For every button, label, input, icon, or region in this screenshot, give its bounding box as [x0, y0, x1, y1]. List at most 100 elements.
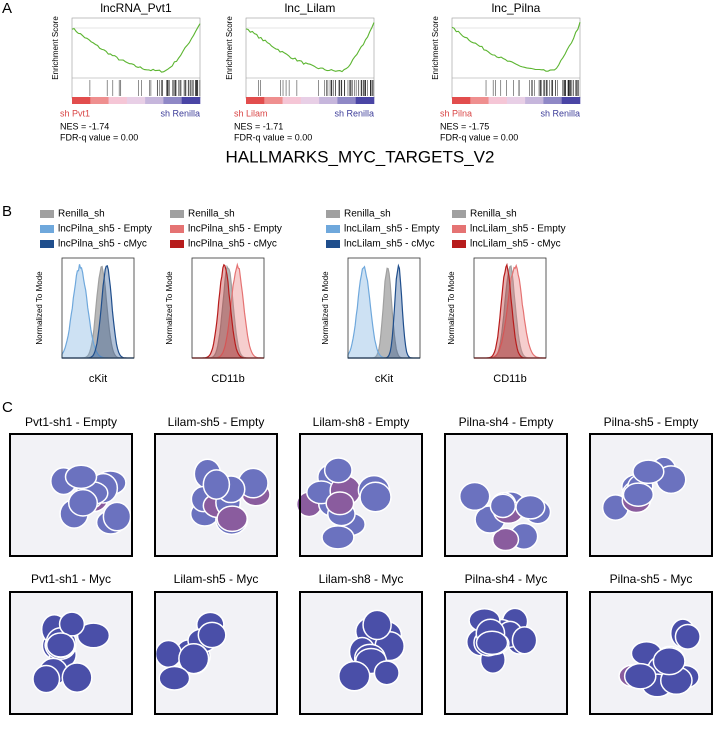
image-label: Pilna-sh4 - Empty [459, 415, 554, 429]
panel-letter: B [2, 203, 12, 220]
right-label: sh Renilla [540, 108, 580, 118]
legend-swatch [326, 225, 340, 233]
plot-frame [473, 257, 547, 359]
plot-frame [451, 17, 581, 99]
cell [321, 525, 355, 550]
legend-swatch [40, 210, 54, 218]
legend-swatch [170, 225, 184, 233]
rank-bar [72, 97, 91, 104]
cell [67, 488, 99, 517]
image-label: Pilna-sh5 - Empty [604, 415, 699, 429]
image-frame [444, 433, 568, 557]
cell [652, 647, 686, 676]
rank-bar [452, 97, 471, 104]
cell [58, 611, 86, 637]
cell-cluster [50, 464, 132, 535]
cell [102, 501, 132, 532]
legend-label: Renilla_sh [188, 209, 235, 220]
x-axis-label: CD11b [211, 373, 244, 385]
legend-label: lncPilna_sh5 - Empty [58, 224, 152, 235]
legend-swatch [170, 210, 184, 218]
image-frame [299, 591, 423, 715]
cell [338, 660, 371, 692]
legend-label: Renilla_sh [470, 209, 517, 220]
rank-bar [543, 97, 563, 104]
rank-bar [355, 97, 375, 104]
legend-label: Renilla_sh [58, 209, 105, 220]
histogram [192, 263, 264, 359]
cell-cluster [466, 607, 538, 674]
rank-bar [264, 97, 283, 104]
rank-bar [90, 97, 109, 104]
legend-swatch [170, 240, 184, 248]
y-axis-label: Enrichment Score [431, 16, 440, 80]
image-label: Lilam-sh5 - Empty [168, 415, 265, 429]
cell [458, 481, 491, 512]
image-label: Lilam-sh5 - Myc [174, 572, 259, 586]
y-axis-label: Normalized To Mode [447, 271, 456, 345]
cell [197, 621, 227, 649]
image-frame [299, 433, 423, 557]
image-label: Pvt1-sh1 - Myc [31, 572, 111, 586]
fdr: FDR-q value = 0.00 [440, 132, 518, 142]
image-frame [9, 433, 133, 557]
cell [32, 664, 61, 694]
legend-label: lncLilam_sh5 - cMyc [470, 239, 561, 250]
cell [359, 481, 392, 513]
rank-bar [246, 97, 265, 104]
enrichment-curve [245, 22, 375, 73]
rank-bar [145, 97, 164, 104]
rank-bar [282, 97, 302, 104]
rank-bar [126, 97, 146, 104]
cell [632, 459, 665, 485]
rank-bar [108, 97, 128, 104]
legend-label: lncLilam_sh5 - Empty [344, 224, 440, 235]
image-frame [154, 433, 278, 557]
cell [64, 464, 98, 490]
image-frame [444, 591, 568, 715]
image-frame [154, 591, 278, 715]
legend-label: lncPilna_sh5 - Empty [188, 224, 282, 235]
cell [325, 491, 355, 516]
panel-letter: A [2, 0, 12, 17]
rank-bar [337, 97, 357, 104]
cell-cluster [458, 481, 552, 552]
right-label: sh Renilla [160, 108, 200, 118]
image-label: Pvt1-sh1 - Empty [25, 415, 117, 429]
image-label: Pilna-sh5 - Myc [610, 572, 693, 586]
cell-cluster [295, 457, 392, 550]
rank-bar [488, 97, 508, 104]
legend-swatch [326, 210, 340, 218]
cell-cluster [189, 458, 271, 536]
fdr: FDR-q value = 0.00 [234, 132, 312, 142]
cell [61, 662, 93, 693]
fdr: FDR-q value = 0.00 [60, 132, 138, 142]
legend-swatch [452, 210, 466, 218]
legend-swatch [452, 225, 466, 233]
plot-frame [191, 257, 265, 359]
image-frame [9, 591, 133, 715]
cell-cluster [618, 618, 701, 698]
rank-bar [181, 97, 201, 104]
cell [511, 626, 538, 655]
enrichment-curve [71, 23, 201, 73]
cell [362, 609, 392, 641]
y-axis-label: Normalized To Mode [321, 271, 330, 345]
cell [45, 632, 76, 658]
left-label: sh Lilam [234, 108, 268, 118]
y-axis-label: Normalized To Mode [35, 271, 44, 345]
y-axis-label: Normalized To Mode [165, 271, 174, 345]
cell [622, 482, 655, 507]
cell [623, 662, 657, 690]
plot-frame [61, 257, 135, 359]
cell [515, 494, 546, 520]
plot-frame [347, 257, 421, 359]
image-label: Pilna-sh4 - Myc [465, 572, 548, 586]
x-axis-label: cKit [375, 373, 393, 385]
image-frame [589, 591, 713, 715]
legend-swatch [40, 225, 54, 233]
gene-set-title: HALLMARKS_MYC_TARGETS_V2 [226, 147, 495, 166]
rank-bar [561, 97, 581, 104]
cell [216, 505, 248, 533]
y-axis-label: Enrichment Score [51, 16, 60, 80]
